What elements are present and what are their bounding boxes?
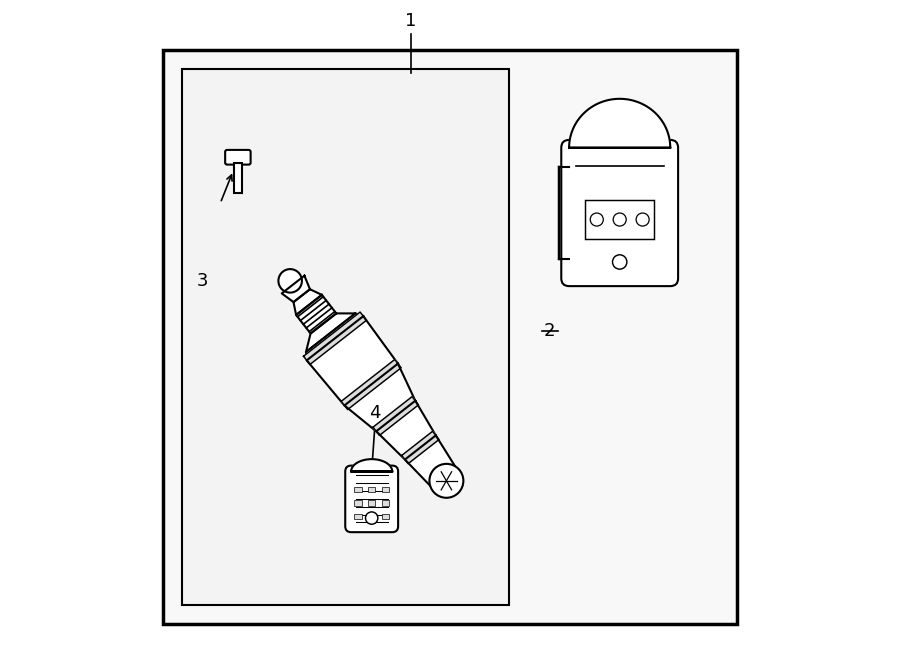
Polygon shape: [405, 436, 455, 486]
Circle shape: [636, 213, 649, 226]
Bar: [163, 50, 737, 624]
Polygon shape: [293, 290, 322, 315]
Text: 3: 3: [196, 272, 208, 290]
Text: 2: 2: [544, 321, 554, 340]
FancyBboxPatch shape: [562, 140, 678, 286]
Bar: [368, 514, 375, 520]
Bar: [355, 514, 362, 520]
Bar: [183, 69, 508, 605]
Polygon shape: [376, 401, 436, 459]
Polygon shape: [341, 360, 401, 410]
Polygon shape: [351, 459, 392, 471]
FancyBboxPatch shape: [346, 465, 398, 532]
FancyBboxPatch shape: [225, 150, 250, 165]
Polygon shape: [306, 313, 356, 352]
Bar: [355, 500, 362, 506]
Circle shape: [365, 512, 378, 524]
Bar: [382, 514, 389, 520]
Bar: [585, 200, 654, 239]
Polygon shape: [306, 313, 364, 360]
Polygon shape: [282, 276, 310, 302]
Circle shape: [429, 464, 464, 498]
Bar: [355, 486, 362, 492]
Circle shape: [613, 213, 626, 226]
Polygon shape: [296, 295, 337, 334]
Polygon shape: [345, 364, 415, 431]
Bar: [234, 163, 242, 193]
Bar: [368, 486, 375, 492]
Text: 4: 4: [369, 404, 381, 422]
Bar: [368, 500, 375, 506]
Bar: [382, 500, 389, 506]
Circle shape: [613, 254, 627, 269]
Polygon shape: [569, 99, 670, 148]
Polygon shape: [307, 316, 398, 405]
Polygon shape: [401, 432, 439, 463]
Text: 1: 1: [405, 13, 417, 30]
Circle shape: [278, 269, 302, 293]
Polygon shape: [303, 312, 366, 364]
Polygon shape: [373, 397, 418, 436]
Circle shape: [590, 213, 603, 226]
Bar: [382, 486, 389, 492]
